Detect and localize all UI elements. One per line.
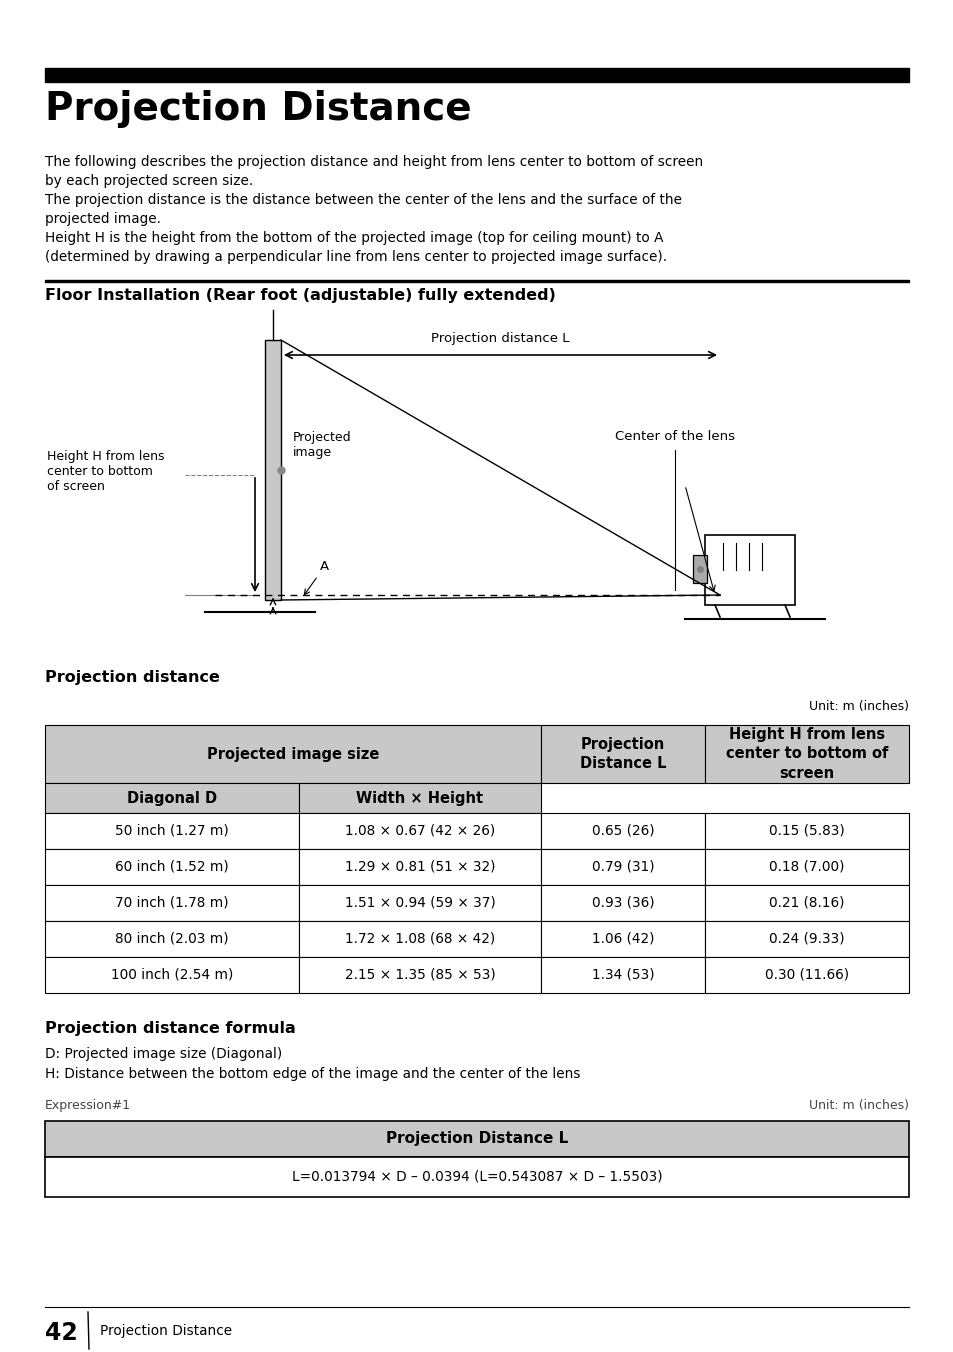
Bar (540, 725, 704, 783)
Bar (45, 280, 908, 281)
Text: L=0.013794 × D – 0.0394 (L=0.543087 × D – 1.5503): L=0.013794 × D – 0.0394 (L=0.543087 × D … (292, 1169, 661, 1184)
Text: Projection
Distance L: Projection Distance L (579, 737, 665, 772)
Text: Floor Installation (Rear foot (adjustable) fully extended): Floor Installation (Rear foot (adjustabl… (45, 288, 556, 303)
Text: 0.30 (11.66): 0.30 (11.66) (764, 968, 848, 982)
Text: Projected image size: Projected image size (207, 746, 378, 761)
Bar (298, 849, 540, 886)
Bar (704, 849, 908, 886)
Text: 0.79 (31): 0.79 (31) (591, 860, 654, 873)
Text: H: Distance between the bottom edge of the image and the center of the lens: H: Distance between the bottom edge of t… (45, 1067, 579, 1082)
Text: D: Projected image size (Diagonal): D: Projected image size (Diagonal) (45, 1046, 282, 1061)
Text: 1.51 × 0.94 (59 × 37): 1.51 × 0.94 (59 × 37) (344, 896, 495, 910)
Text: Height H from lens
center to bottom
of screen: Height H from lens center to bottom of s… (47, 450, 164, 493)
Text: Projected
image: Projected image (293, 431, 352, 458)
Text: 1.08 × 0.67 (42 × 26): 1.08 × 0.67 (42 × 26) (345, 823, 495, 838)
Bar (540, 849, 704, 886)
Bar (540, 886, 704, 921)
Text: 1.34 (53): 1.34 (53) (591, 968, 654, 982)
Text: 0.93 (36): 0.93 (36) (591, 896, 654, 910)
Bar (704, 957, 908, 992)
Text: Center of the lens: Center of the lens (615, 430, 734, 443)
Text: 2.15 × 1.35 (85 × 53): 2.15 × 1.35 (85 × 53) (344, 968, 495, 982)
Bar (45, 1157, 908, 1197)
Text: Projection distance formula: Projection distance formula (45, 1021, 295, 1036)
Text: (determined by drawing a perpendicular line from lens center to projected image : (determined by drawing a perpendicular l… (45, 250, 666, 264)
Bar (298, 921, 540, 957)
Bar (704, 725, 908, 783)
Text: 60 inch (1.52 m): 60 inch (1.52 m) (115, 860, 229, 873)
Text: 0.24 (9.33): 0.24 (9.33) (768, 932, 844, 946)
Bar (540, 921, 704, 957)
Bar (45, 1121, 908, 1157)
Bar (45, 957, 298, 992)
Text: 100 inch (2.54 m): 100 inch (2.54 m) (111, 968, 233, 982)
Bar (540, 957, 704, 992)
Text: 1.29 × 0.81 (51 × 32): 1.29 × 0.81 (51 × 32) (344, 860, 495, 873)
Bar (704, 886, 908, 921)
Text: projected image.: projected image. (45, 212, 161, 226)
Text: 70 inch (1.78 m): 70 inch (1.78 m) (115, 896, 229, 910)
Bar (45, 783, 298, 813)
Text: 80 inch (2.03 m): 80 inch (2.03 m) (115, 932, 229, 946)
Bar (704, 535, 794, 604)
Text: 1.06 (42): 1.06 (42) (591, 932, 654, 946)
Text: The following describes the projection distance and height from lens center to b: The following describes the projection d… (45, 155, 702, 169)
Text: 0.65 (26): 0.65 (26) (591, 823, 654, 838)
Text: 42: 42 (45, 1321, 77, 1345)
Text: Height H from lens
center to bottom of
screen: Height H from lens center to bottom of s… (725, 727, 887, 781)
Text: Expression#1: Expression#1 (45, 1099, 131, 1111)
Text: Unit: m (inches): Unit: m (inches) (808, 1099, 908, 1111)
Text: by each projected screen size.: by each projected screen size. (45, 174, 253, 188)
Text: Unit: m (inches): Unit: m (inches) (808, 700, 908, 713)
Text: Projection distance L: Projection distance L (431, 333, 569, 345)
Bar (45, 921, 298, 957)
Bar (45, 886, 298, 921)
Bar (704, 921, 908, 957)
Bar (704, 813, 908, 849)
Bar (540, 813, 704, 849)
Bar (298, 957, 540, 992)
Bar (45, 813, 298, 849)
Bar (298, 886, 540, 921)
Bar (45, 725, 540, 783)
Text: A: A (304, 560, 329, 595)
Bar (45, 849, 298, 886)
Text: Projection Distance L: Projection Distance L (385, 1132, 568, 1146)
Bar (45, 68, 908, 82)
Text: 50 inch (1.27 m): 50 inch (1.27 m) (115, 823, 229, 838)
Text: 1.72 × 1.08 (68 × 42): 1.72 × 1.08 (68 × 42) (345, 932, 495, 946)
Bar (265, 339, 281, 600)
Bar (298, 813, 540, 849)
Text: The projection distance is the distance between the center of the lens and the s: The projection distance is the distance … (45, 193, 681, 207)
Text: 0.18 (7.00): 0.18 (7.00) (768, 860, 843, 873)
Bar (692, 556, 706, 583)
Bar (298, 783, 540, 813)
Text: Height H is the height from the bottom of the projected image (top for ceiling m: Height H is the height from the bottom o… (45, 231, 662, 245)
Text: Projection distance: Projection distance (45, 671, 219, 685)
Text: Width × Height: Width × Height (356, 791, 483, 806)
Text: Diagonal D: Diagonal D (127, 791, 217, 806)
Text: Projection Distance: Projection Distance (100, 1324, 232, 1338)
Text: 0.21 (8.16): 0.21 (8.16) (768, 896, 843, 910)
Text: Projection Distance: Projection Distance (45, 91, 471, 128)
Text: 0.15 (5.83): 0.15 (5.83) (768, 823, 844, 838)
